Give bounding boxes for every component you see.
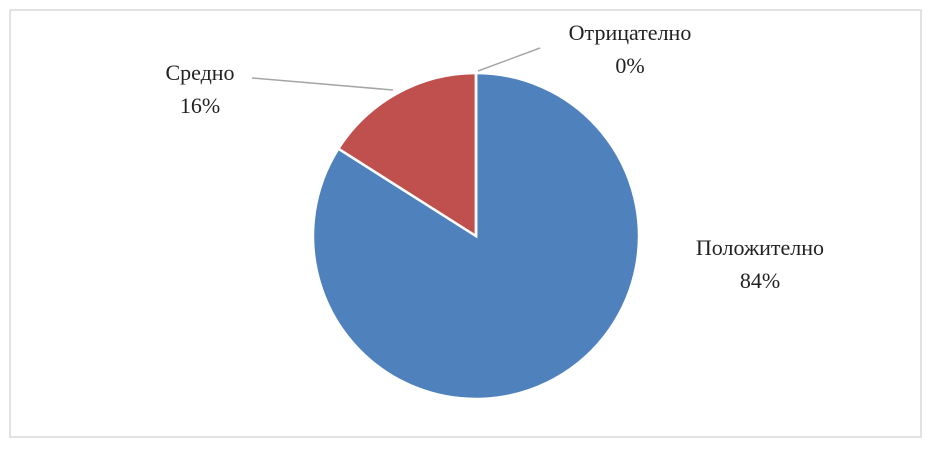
pie-slice — [336, 71, 478, 239]
value-label: 84% — [740, 268, 780, 293]
value-label: 16% — [180, 93, 220, 118]
slice-label: Отрицателно — [569, 20, 692, 45]
slice-label: Положително — [696, 235, 824, 260]
slice-label: Средно — [165, 60, 234, 85]
leader-line — [251, 77, 394, 91]
leader-line — [477, 47, 541, 72]
value-label: 0% — [615, 53, 644, 78]
